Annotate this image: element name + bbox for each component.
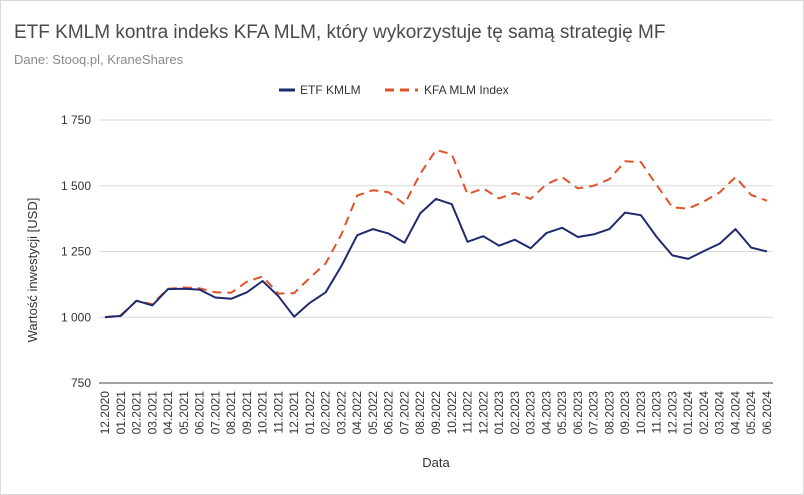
x-tick-label: 08.2022 bbox=[413, 391, 427, 435]
x-tick-label: 06.2021 bbox=[193, 391, 207, 435]
x-tick-label: 03.2022 bbox=[334, 391, 348, 435]
x-tick-label: 02.2021 bbox=[130, 391, 144, 435]
series-line-kfa bbox=[104, 149, 768, 319]
x-tick-label: 03.2021 bbox=[145, 391, 159, 435]
x-tick-label: 10.2021 bbox=[256, 391, 270, 435]
x-tick-label: 10.2022 bbox=[445, 391, 459, 435]
x-tick-label: 05.2022 bbox=[366, 391, 380, 435]
x-tick-label: 05.2023 bbox=[555, 391, 569, 435]
x-tick-label: 02.2022 bbox=[319, 391, 333, 435]
x-tick-label: 08.2021 bbox=[224, 391, 238, 435]
y-axis-ticks: 750 1 000 1 250 1 500 1 750 bbox=[61, 113, 91, 390]
x-tick-label: 12.2020 bbox=[98, 391, 112, 435]
x-tick-label: 06.2024 bbox=[760, 391, 774, 435]
x-tick-label: 01.2023 bbox=[492, 391, 506, 435]
x-tick-label: 03.2023 bbox=[524, 391, 538, 435]
x-tick-label: 04.2021 bbox=[161, 391, 175, 435]
x-tick-label: 09.2022 bbox=[429, 391, 443, 435]
x-tick-label: 08.2023 bbox=[602, 391, 616, 435]
x-tick-label: 11.2023 bbox=[650, 391, 664, 434]
y-tick-label: 1 500 bbox=[61, 179, 91, 193]
chart-subtitle: Dane: Stooq.pl, KraneShares bbox=[14, 52, 184, 67]
x-axis-label: Data bbox=[422, 455, 450, 470]
x-tick-label: 03.2024 bbox=[713, 391, 727, 435]
x-tick-label: 01.2024 bbox=[681, 391, 695, 435]
x-tick-label: 11.2022 bbox=[461, 391, 475, 434]
x-tick-label: 05.2021 bbox=[177, 391, 191, 435]
x-tick-label: 07.2021 bbox=[208, 391, 222, 435]
x-tick-label: 02.2023 bbox=[508, 391, 522, 435]
y-tick-label: 1 000 bbox=[61, 310, 91, 324]
chart-title: ETF KMLM kontra indeks KFA MLM, który wy… bbox=[14, 22, 666, 43]
x-tick-label: 05.2024 bbox=[744, 391, 758, 435]
legend-label-kmlm: ETF KMLM bbox=[300, 83, 361, 97]
x-axis-ticks: 12.2020 01.2021 02.2021 03.2021 04.2021 05.20… bbox=[98, 391, 774, 435]
x-tick-label: 11.2021 bbox=[271, 391, 285, 434]
x-tick-label: 04.2023 bbox=[539, 391, 553, 435]
legend: ETF KMLM KFA MLM Index bbox=[279, 83, 509, 97]
gridlines bbox=[99, 119, 773, 384]
x-tick-label: 10.2023 bbox=[634, 391, 648, 435]
x-tick-label: 06.2023 bbox=[571, 391, 585, 435]
y-tick-label: 750 bbox=[71, 376, 91, 390]
x-tick-label: 07.2023 bbox=[587, 391, 601, 435]
x-tick-label: 04.2022 bbox=[350, 391, 364, 435]
x-tick-label: 12.2022 bbox=[476, 391, 490, 435]
x-tick-label: 12.2023 bbox=[665, 391, 679, 435]
y-tick-label: 1 750 bbox=[61, 113, 91, 127]
x-tick-label: 02.2024 bbox=[697, 391, 711, 435]
series-lines bbox=[104, 149, 768, 319]
x-tick-label: 09.2021 bbox=[240, 391, 254, 435]
x-tick-label: 07.2022 bbox=[397, 391, 411, 435]
legend-label-kfa: KFA MLM Index bbox=[424, 83, 509, 97]
x-tick-label: 01.2022 bbox=[303, 391, 317, 435]
x-tick-label: 04.2024 bbox=[728, 391, 742, 435]
x-tick-label: 06.2022 bbox=[382, 391, 396, 435]
series-line-kmlm bbox=[104, 197, 768, 319]
y-tick-label: 1 250 bbox=[61, 245, 91, 259]
x-tick-label: 09.2023 bbox=[618, 391, 632, 435]
x-tick-label: 12.2021 bbox=[287, 391, 301, 435]
x-tick-label: 01.2021 bbox=[114, 391, 128, 435]
y-axis-label: Wartość inwestycji [USD] bbox=[25, 198, 40, 343]
